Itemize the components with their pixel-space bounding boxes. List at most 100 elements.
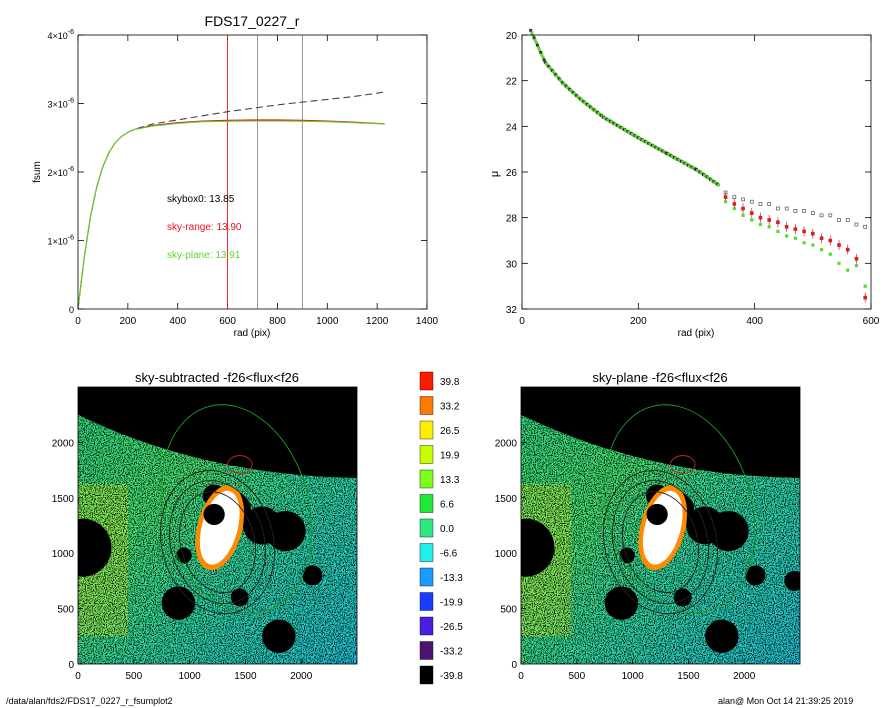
image-top-mask [78,387,357,478]
profile-point [541,55,545,59]
mask-disk [302,565,323,586]
panel-fsum: FDS17_0227_r 0 200 400 600 800 1000 1200 1400 0 1… [32,13,439,339]
point-skybox0 [732,195,737,199]
point-sky-range [767,218,772,222]
point-sky-plane [802,241,806,245]
core-mask-disk [203,503,225,526]
mask-disk [265,510,306,552]
mu-plot-area: 0 200 400 600 20 22 24 26 28 30 32 [506,28,880,327]
colorbar-swatch [419,616,434,636]
point-skybox0 [767,202,772,206]
y-tick-label: 1500 [52,494,75,505]
x-tick-label: 200 [630,316,647,327]
point-skybox0 [793,208,798,213]
colorbar-swatch [419,592,434,611]
colorbar-swatch [419,396,434,415]
y-tick-label: 500 [57,605,74,616]
colorbar-label: 0.0 [440,524,454,535]
profile-point [538,48,542,52]
x-tick-label: 1000 [316,316,339,327]
footer-file-path: /data/alan/fds2/FDS17_0227_r_fsumplot2 [6,696,173,706]
y-tick-label: 30 [506,259,518,270]
colorbar-label: -33.2 [440,647,463,658]
mask-disk [78,518,112,577]
y-tick-label: 1×10-6 [47,235,74,247]
profile-point [542,58,546,62]
x-tick-label: 600 [219,316,236,327]
point-sky-plane [767,225,771,229]
colorbar-label: -6.6 [440,549,458,560]
point-sky-range [723,195,728,199]
colorbar-swatch [419,518,434,538]
x-tick-label: 1500 [677,671,700,682]
fsum-plot-area: 0 200 400 600 800 1000 1200 1400 0 1×10-6 2×10-6 3×… [47,29,438,327]
profile-point [540,53,544,57]
point-sky-range [784,225,789,229]
profile-point [533,38,537,42]
y-tick-label: 28 [506,214,518,225]
x-tick-label: 400 [169,316,186,327]
profile-point [532,36,536,40]
image-content [78,387,357,664]
point-sky-plane [846,268,850,272]
colorbar-swatch [419,567,434,587]
point-sky-plane [758,222,763,227]
image-content [521,387,800,664]
mask-disk [619,547,635,564]
colorbar-swatch [419,420,434,440]
mu-ylabel: μ [489,171,501,177]
point-skybox0 [854,222,859,227]
point-skybox0 [863,224,868,229]
annotation-skybox0: skybox0: 13.85 [167,194,235,205]
y-tick-label: 22 [506,77,518,88]
colorbar-label: 13.3 [440,475,460,486]
profile-point [539,51,543,55]
aperture-ellipse-red [670,455,696,474]
aperture-ellipse-red [227,455,253,474]
aperture-ellipse-dark [179,491,256,594]
mask-disk [708,510,749,552]
annotation-sky-plane: sky-plane: 13.91 [167,250,241,261]
aperture-ellipse-dark [611,480,710,605]
colorbar-swatch [419,469,434,489]
y-tick-label: 3×10-6 [47,98,74,110]
point-skybox0 [749,199,754,204]
aperture-ellipse-dark [159,470,276,615]
mask-disk [521,518,555,577]
point-sky-range [793,227,798,231]
profile-point [537,46,541,50]
x-tick-label: 0 [75,316,81,327]
point-sky-plane [819,248,824,252]
point-sky-plane [837,261,841,265]
mu-xlabel: rad (pix) [678,328,715,339]
x-tick-label: 1000 [621,671,644,682]
x-tick-label: 0 [518,671,524,682]
image1-frame [77,386,358,665]
colorbar-label: -13.3 [440,573,463,584]
y-tick-label: 24 [506,122,518,133]
image1-area: 0 500 1000 1500 2000 0 500 1000 1500 2000 [52,387,357,682]
point-sky-range [732,202,737,206]
colorbar-label: 39.8 [440,377,460,388]
y-tick-label: 1000 [495,549,518,560]
fsum-xlabel: rad (pix) [234,328,271,339]
profile-point [717,183,721,187]
x-tick-label: 600 [863,316,880,327]
aperture-ellipse-dark [168,480,267,605]
y-tick-label: 2000 [495,438,518,449]
point-sky-plane [750,218,754,222]
point-skybox0 [802,208,806,213]
point-sky-plane [854,264,859,268]
mu-frame [521,34,872,310]
y-tick-label: 4×10-6 [47,29,74,41]
point-sky-range [828,238,833,243]
image2-title: sky-plane -f26<flux<f26 [592,370,727,385]
fsum-title: FDS17_0227_r [205,13,300,29]
mask-disk [784,570,800,591]
point-skybox0 [741,197,745,202]
aperture-ellipse-green [160,404,313,614]
mask-disk [161,586,196,620]
mask-disk [745,565,766,586]
x-tick-label: 500 [568,671,585,682]
